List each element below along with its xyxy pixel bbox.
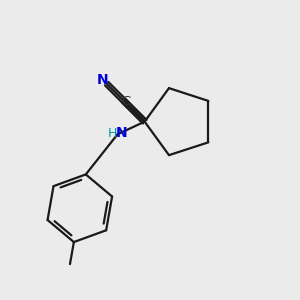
Text: C: C: [122, 94, 131, 108]
Text: N: N: [116, 126, 127, 140]
Text: N: N: [97, 73, 108, 87]
Text: H: H: [107, 127, 117, 140]
